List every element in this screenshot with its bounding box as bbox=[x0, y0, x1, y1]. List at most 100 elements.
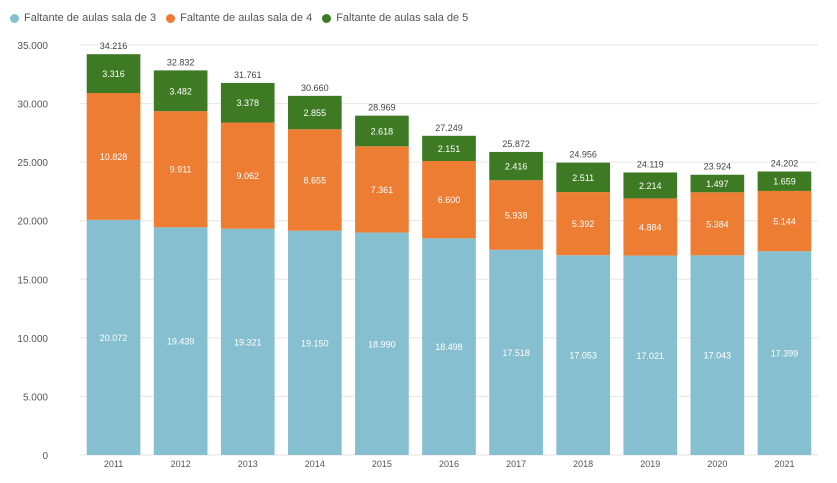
legend-item-sala-3[interactable]: Faltante de aulas sala de 3 bbox=[10, 12, 156, 24]
legend-label-sala-5: Faltante de aulas sala de 5 bbox=[336, 12, 469, 24]
legend-item-sala-4[interactable]: Faltante de aulas sala de 4 bbox=[166, 12, 312, 24]
x-tick-label: 2021 bbox=[774, 459, 794, 469]
bar-segment-sala-3[interactable] bbox=[86, 219, 141, 455]
bar-total-label: 31.761 bbox=[234, 70, 262, 80]
bar-value-label: 2.151 bbox=[438, 144, 461, 154]
legend-swatch-sala-5 bbox=[322, 13, 332, 23]
x-tick-label: 2015 bbox=[372, 459, 392, 469]
bar-value-label: 2.855 bbox=[304, 108, 327, 118]
bar-total-label: 30.660 bbox=[301, 83, 329, 93]
bar-value-label: 5.938 bbox=[505, 211, 528, 221]
bar-segment-sala-3[interactable] bbox=[422, 238, 476, 455]
bar-total-label: 32.832 bbox=[167, 57, 195, 67]
bar-segment-sala-5[interactable] bbox=[287, 95, 342, 130]
bar-segment-sala-5[interactable] bbox=[556, 162, 611, 193]
bar-segment-sala-4[interactable] bbox=[153, 111, 208, 228]
y-tick-label: 10.000 bbox=[17, 334, 48, 345]
bar-segment-sala-3[interactable] bbox=[489, 249, 543, 455]
bar-value-label: 4.884 bbox=[639, 223, 662, 233]
legend-item-sala-5[interactable]: Faltante de aulas sala de 5 bbox=[322, 12, 468, 24]
bar-value-label: 6.600 bbox=[438, 195, 461, 205]
bar-segment-sala-4[interactable] bbox=[757, 190, 812, 252]
bar-segment-sala-4[interactable] bbox=[355, 146, 409, 233]
legend-label-sala-4: Faltante de aulas sala de 4 bbox=[180, 12, 313, 24]
bar-value-label: 9.062 bbox=[236, 171, 259, 181]
bar-segment-sala-3[interactable] bbox=[287, 230, 342, 455]
y-tick-label: 35.000 bbox=[17, 41, 48, 52]
bar-value-label: 10.828 bbox=[100, 152, 128, 162]
bar-segment-sala-5[interactable] bbox=[355, 115, 409, 147]
bar-value-label: 1.497 bbox=[706, 179, 729, 189]
bar-segment-sala-5[interactable] bbox=[757, 171, 812, 191]
bar-segment-sala-4[interactable] bbox=[422, 160, 476, 239]
bar-segment-sala-3[interactable] bbox=[757, 251, 812, 455]
x-tick-label: 2017 bbox=[506, 459, 526, 469]
x-tick-label: 2013 bbox=[238, 459, 258, 469]
bar-total-label: 27.249 bbox=[435, 123, 463, 133]
bar-value-label: 2.511 bbox=[572, 173, 594, 183]
bar-segment-sala-3[interactable] bbox=[623, 255, 678, 455]
x-tick-label: 2014 bbox=[305, 459, 325, 469]
bar-value-label: 20.072 bbox=[100, 333, 128, 343]
bar-segment-sala-4[interactable] bbox=[287, 129, 342, 231]
bar-value-label: 17.021 bbox=[637, 351, 665, 361]
bar-value-label: 3.316 bbox=[102, 69, 125, 79]
bar-value-label: 2.416 bbox=[505, 162, 528, 172]
bar-total-label: 25.872 bbox=[502, 139, 530, 149]
bar-value-label: 3.378 bbox=[236, 98, 259, 108]
y-tick-label: 15.000 bbox=[17, 275, 48, 286]
bar-value-label: 19.321 bbox=[234, 337, 262, 347]
bar-segment-sala-5[interactable] bbox=[489, 151, 543, 181]
bar-segment-sala-3[interactable] bbox=[153, 227, 208, 455]
bar-value-label: 18.498 bbox=[435, 342, 463, 352]
y-tick-label: 20.000 bbox=[17, 217, 48, 228]
x-tick-label: 2019 bbox=[640, 459, 660, 469]
legend-label-sala-3: Faltante de aulas sala de 3 bbox=[24, 12, 157, 24]
x-tick-label: 2016 bbox=[439, 459, 459, 469]
bar-value-label: 5.144 bbox=[773, 217, 796, 227]
bar-segment-sala-4[interactable] bbox=[690, 192, 745, 256]
bar-value-label: 5.384 bbox=[706, 219, 729, 229]
bar-segment-sala-4[interactable] bbox=[623, 198, 678, 256]
bar-total-label: 24.119 bbox=[637, 159, 664, 169]
bar-segment-sala-4[interactable] bbox=[86, 93, 141, 220]
bar-value-label: 19.439 bbox=[167, 337, 195, 347]
y-tick-label: 30.000 bbox=[17, 100, 48, 111]
bar-segment-sala-5[interactable] bbox=[422, 135, 476, 161]
bar-value-label: 17.399 bbox=[771, 349, 799, 359]
bar-segment-sala-3[interactable] bbox=[690, 255, 745, 455]
bar-segment-sala-5[interactable] bbox=[623, 172, 678, 199]
bar-value-label: 5.392 bbox=[572, 219, 595, 229]
bar-total-label: 24.202 bbox=[771, 158, 799, 168]
bar-value-label: 2.214 bbox=[639, 181, 662, 191]
bar-value-label: 2.618 bbox=[371, 126, 394, 136]
bar-segment-sala-3[interactable] bbox=[556, 255, 611, 455]
bar-segment-sala-5[interactable] bbox=[86, 54, 141, 94]
bar-value-label: 9.911 bbox=[170, 165, 192, 175]
y-tick-label: 25.000 bbox=[17, 158, 48, 169]
bar-value-label: 18.990 bbox=[368, 339, 396, 349]
bar-segment-sala-5[interactable] bbox=[690, 174, 745, 193]
bar-segment-sala-3[interactable] bbox=[355, 232, 409, 455]
legend: Faltante de aulas sala de 3 Faltante de … bbox=[10, 12, 468, 24]
bar-segment-sala-4[interactable] bbox=[220, 122, 275, 229]
bar-segment-sala-5[interactable] bbox=[220, 82, 275, 123]
bar-value-label: 17.043 bbox=[704, 351, 732, 361]
bar-value-label: 19.150 bbox=[301, 338, 329, 348]
bar-segment-sala-5[interactable] bbox=[153, 70, 208, 112]
bar-value-label: 7.361 bbox=[371, 185, 394, 195]
bar-segment-sala-3[interactable] bbox=[220, 228, 275, 455]
x-tick-label: 2020 bbox=[707, 459, 727, 469]
bar-value-label: 8.655 bbox=[304, 175, 327, 185]
y-tick-label: 5.000 bbox=[23, 392, 48, 403]
bar-value-label: 3.482 bbox=[169, 86, 192, 96]
bar-total-label: 28.969 bbox=[368, 103, 396, 113]
x-tick-label: 2011 bbox=[104, 459, 123, 469]
legend-swatch-sala-4 bbox=[166, 13, 176, 23]
bar-segment-sala-4[interactable] bbox=[489, 180, 543, 250]
bar-value-label: 1.659 bbox=[773, 177, 796, 187]
bar-value-label: 17.053 bbox=[569, 351, 597, 361]
bar-segment-sala-4[interactable] bbox=[556, 192, 611, 256]
